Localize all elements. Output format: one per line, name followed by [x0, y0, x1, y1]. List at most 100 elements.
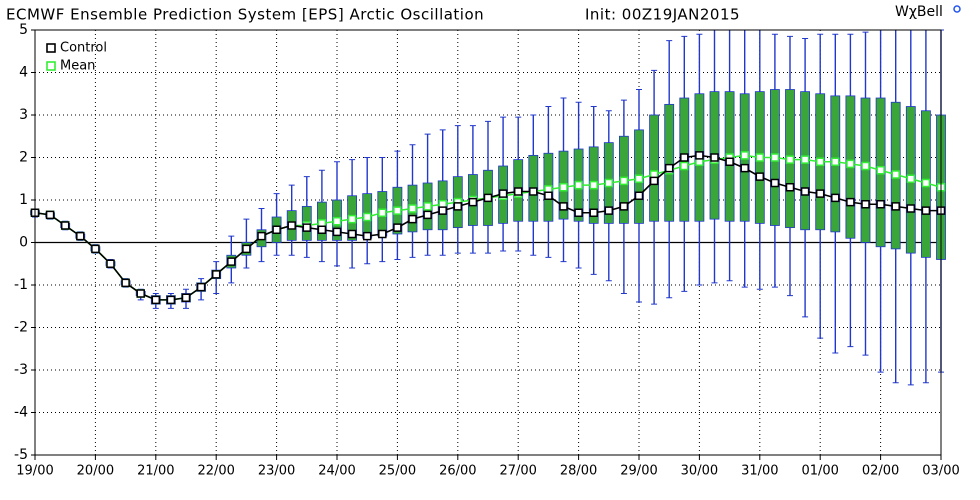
series-marker [347, 214, 357, 224]
series-marker [815, 157, 825, 166]
series-marker [755, 172, 765, 181]
series-marker [529, 187, 538, 196]
series-marker [257, 231, 266, 241]
series-marker [559, 183, 568, 192]
series-marker [60, 221, 70, 230]
series-marker [91, 244, 100, 254]
series-marker [634, 191, 644, 200]
x-tick-label: 28/00 [560, 464, 597, 479]
series-marker [695, 151, 704, 160]
series-marker [378, 229, 387, 239]
legend-label: Mean [60, 59, 95, 74]
legend-label: Control [60, 41, 107, 56]
series-marker [544, 191, 553, 200]
series-marker [680, 161, 689, 171]
x-tick-label: 29/00 [620, 464, 657, 479]
series-marker [740, 163, 749, 173]
series-marker [861, 161, 870, 171]
series-marker [619, 202, 629, 211]
series-marker [332, 227, 342, 237]
series-marker [755, 153, 765, 162]
series-marker [831, 193, 840, 203]
legend-marker [46, 61, 56, 71]
series-marker [151, 295, 161, 305]
x-tick-label: 25/00 [379, 464, 416, 479]
x-tick-label: 02/00 [862, 464, 899, 479]
x-tick-label: 01/00 [801, 464, 838, 479]
series-marker [423, 210, 432, 220]
series-marker [453, 202, 463, 211]
series-marker [287, 221, 296, 230]
y-tick-label: 0 [19, 235, 28, 251]
x-tick-label: 26/00 [439, 464, 476, 479]
x-tick-label: 19/00 [16, 464, 53, 479]
series-marker [574, 180, 583, 190]
series-marker [362, 212, 372, 222]
series-marker [574, 208, 583, 217]
series-marker [317, 225, 327, 234]
series-marker [136, 289, 145, 298]
chart-subtitle: Init: 00Z19JAN2015 [585, 6, 740, 24]
x-tick-label: 31/00 [741, 464, 778, 479]
x-tick-label: 20/00 [77, 464, 114, 479]
series-marker [468, 197, 478, 207]
box [649, 114, 659, 222]
series-marker [906, 174, 916, 183]
series-marker [740, 151, 749, 160]
x-tick-label: 21/00 [137, 464, 174, 479]
series-marker [302, 223, 312, 232]
series-marker [559, 202, 568, 211]
y-tick-label: 2 [19, 150, 28, 166]
series-marker [211, 270, 221, 279]
series-marker [846, 159, 855, 169]
series-marker [664, 163, 674, 173]
series-marker [378, 208, 387, 217]
series-marker [680, 153, 689, 162]
series-marker [725, 157, 734, 166]
series-marker [408, 204, 417, 213]
series-marker [423, 202, 432, 211]
series-marker [408, 214, 417, 224]
series-marker [242, 244, 251, 254]
series-marker [770, 178, 780, 188]
x-tick-label: 30/00 [681, 464, 718, 479]
x-tick-label: 23/00 [258, 464, 295, 479]
x-tick-label: 22/00 [197, 464, 234, 479]
series-marker [710, 153, 719, 162]
brand-dot [953, 5, 961, 13]
series-marker [619, 176, 629, 186]
series-marker [362, 231, 372, 241]
y-tick-label: -2 [14, 320, 28, 336]
series-marker [861, 200, 870, 209]
series-marker [393, 223, 402, 232]
series-marker [438, 206, 447, 215]
series-marker [891, 202, 900, 211]
series-marker [498, 189, 508, 198]
y-tick-label: 3 [19, 107, 28, 123]
series-marker [634, 174, 644, 183]
series-marker [272, 225, 281, 234]
brand-logo: WχBell [895, 4, 943, 20]
x-tick-label: 24/00 [318, 464, 355, 479]
series-marker [393, 206, 402, 215]
series-marker [921, 206, 931, 215]
series-marker [831, 157, 840, 166]
series-marker [76, 231, 85, 241]
series-marker [770, 153, 780, 162]
series-marker [876, 166, 885, 175]
y-tick-label: -4 [14, 405, 28, 421]
series-marker [649, 176, 659, 186]
y-tick-label: -5 [14, 447, 28, 463]
series-marker [604, 206, 614, 215]
series-marker [332, 217, 342, 226]
series-marker [800, 155, 810, 164]
series-marker [876, 200, 885, 209]
series-marker [785, 183, 795, 192]
series-marker [906, 204, 916, 213]
series-marker [196, 282, 206, 292]
series-marker [483, 193, 493, 203]
y-tick-label: -1 [14, 277, 28, 293]
legend-marker [46, 43, 56, 53]
series-marker [921, 178, 931, 188]
